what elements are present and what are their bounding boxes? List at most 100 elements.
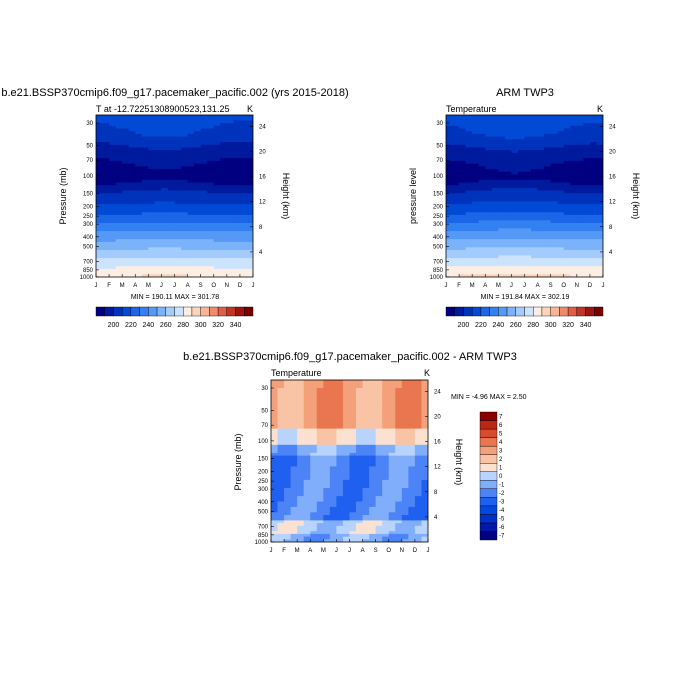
contour-cell [491, 185, 499, 189]
contour-cell [207, 236, 215, 240]
contour-cell [401, 423, 409, 427]
contour-cell [349, 431, 357, 435]
contour-cell [220, 158, 228, 162]
contour-cell [446, 142, 453, 146]
contour-cell [284, 523, 292, 527]
contour-cell [544, 163, 552, 167]
contour-cell [187, 152, 195, 156]
contour-cell [174, 241, 182, 245]
contour-cell [239, 258, 247, 262]
contour-cell [233, 239, 241, 243]
contour-cell [323, 412, 331, 416]
contour-cell [115, 233, 123, 237]
contour-cell [472, 177, 480, 181]
contour-cell [570, 177, 578, 181]
contour-cell [290, 415, 298, 419]
colorbar-bin [165, 306, 175, 317]
contour-cell [226, 244, 234, 248]
contour-cell [233, 179, 241, 183]
contour-cell [207, 196, 215, 200]
contour-cell [570, 271, 578, 275]
contour-cell [388, 380, 396, 384]
contour-cell [135, 252, 143, 256]
contour-cell [550, 239, 558, 243]
contour-cell [233, 117, 241, 121]
contour-cell [408, 428, 416, 432]
contour-cell [128, 228, 136, 232]
contour-cell [187, 255, 195, 259]
contour-cell [342, 415, 350, 419]
contour-cell [583, 223, 591, 227]
contour-cell [220, 123, 228, 127]
contour-cell [135, 260, 143, 264]
contour-cell [336, 533, 344, 537]
contour-cell [246, 247, 253, 251]
contour-cell [141, 220, 149, 224]
contour-cell [563, 252, 571, 256]
contour-cell [511, 123, 519, 127]
contour-cell [589, 214, 597, 218]
x-tick-label: F [107, 283, 111, 289]
contour-cell [207, 190, 215, 194]
contour-cell [459, 271, 467, 275]
contour-cell [310, 388, 318, 392]
contour-cell [472, 266, 480, 270]
contour-cell [213, 214, 221, 218]
contour-cell [187, 239, 195, 243]
contour-cell [297, 474, 305, 478]
contour-cell [349, 423, 357, 427]
contour-cell [329, 509, 337, 513]
contour-cell [122, 115, 130, 119]
contour-cell [135, 209, 143, 213]
contour-cell [498, 204, 506, 208]
contour-cell [557, 128, 565, 132]
x-tick-label: D [238, 283, 243, 289]
contour-cell [109, 193, 117, 197]
contour-cell [401, 415, 409, 419]
contour-cell [310, 517, 318, 521]
contour-cell [233, 244, 241, 248]
contour-cell [213, 206, 221, 210]
contour-cell [550, 231, 558, 235]
contour-cell [109, 166, 117, 170]
contour-cell [375, 385, 383, 389]
contour-cell [342, 520, 350, 524]
contour-cell [596, 201, 603, 205]
contour-cell [187, 258, 195, 262]
contour-cell [401, 482, 409, 486]
contour-cell [421, 504, 428, 508]
contour-cell [187, 220, 195, 224]
contour-cell [504, 204, 512, 208]
contour-cell [161, 142, 169, 146]
contour-cell [310, 401, 318, 405]
contour-cell [452, 147, 460, 151]
contour-cell [310, 477, 318, 481]
contour-cell [382, 458, 390, 462]
contour-cell [349, 388, 357, 392]
contour-cell [96, 139, 103, 143]
contour-cell [323, 407, 331, 411]
contour-cell [200, 144, 208, 148]
colorbar-bin [489, 306, 499, 317]
contour-cell [135, 236, 143, 240]
contour-cell [498, 152, 506, 156]
contour-cell [446, 150, 453, 154]
contour-cell [401, 425, 409, 429]
contour-cell [277, 436, 285, 440]
contour-cell [596, 274, 603, 277]
contour-cell [459, 223, 467, 227]
contour-cell [135, 120, 143, 124]
contour-cell [342, 428, 350, 432]
contour-cell [226, 136, 234, 140]
contour-cell [531, 150, 538, 154]
contour-cell [446, 223, 453, 227]
contour-cell [200, 217, 208, 221]
contour-cell [550, 252, 558, 256]
contour-cell [401, 509, 409, 513]
contour-cell [181, 185, 188, 189]
contour-cell [382, 501, 390, 505]
contour-cell [401, 417, 409, 421]
contour-cell [277, 431, 285, 435]
contour-cell [167, 220, 175, 224]
contour-cell [401, 496, 409, 500]
